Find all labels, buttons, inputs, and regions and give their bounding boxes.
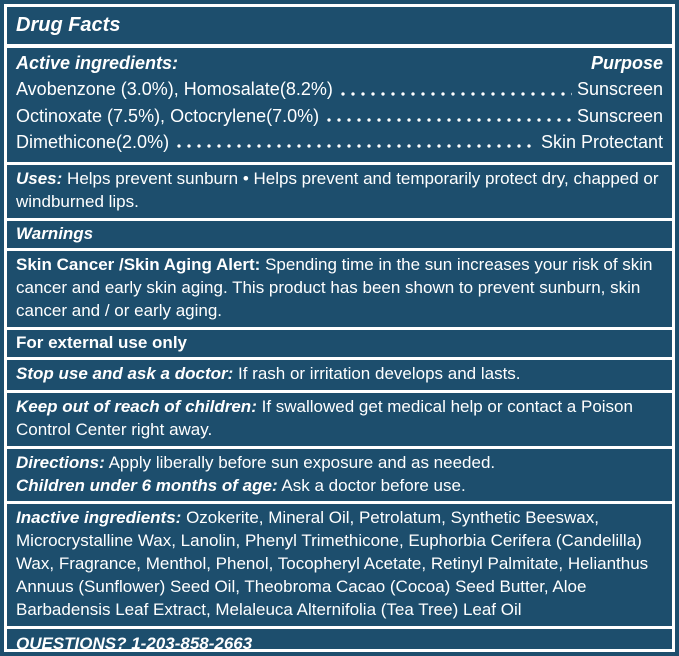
skin-cancer-alert-label: Skin Cancer /Skin Aging Alert:: [16, 255, 261, 274]
dot-leader: [324, 116, 572, 123]
ingredient-purpose: Skin Protectant: [540, 131, 663, 152]
dot-leader: [174, 143, 536, 150]
active-ingredients-section: Active ingredients: Purpose Avobenzone (…: [7, 48, 672, 166]
questions-section: QUESTIONS? 1-203-858-2663: [7, 629, 672, 652]
ingredient-name: Dimethicone(2.0%): [16, 131, 170, 152]
stop-use-section: Stop use and ask a doctor: If rash or ir…: [7, 360, 672, 393]
keep-out-label: Keep out of reach of children:: [16, 396, 257, 416]
external-use-section: For external use only: [7, 330, 672, 360]
drug-facts-title: Drug Facts: [7, 7, 672, 48]
purpose-heading: Purpose: [590, 53, 663, 73]
active-ingredient-row: Avobenzone (3.0%), Homosalate(8.2%) Suns…: [16, 77, 663, 101]
directions-section: Directions: Apply liberally before sun e…: [7, 449, 672, 505]
inactive-ingredients-section: Inactive ingredients: Ozokerite, Mineral…: [7, 504, 672, 630]
active-ingredient-row: Dimethicone(2.0%) Skin Protectant: [16, 130, 663, 154]
skin-cancer-alert-section: Skin Cancer /Skin Aging Alert: Spending …: [7, 251, 672, 330]
directions-label: Directions:: [16, 452, 105, 472]
ingredient-name: Octinoxate (7.5%), Octocrylene(7.0%): [16, 105, 320, 126]
active-ingredients-header-row: Active ingredients: Purpose: [16, 51, 663, 75]
uses-section: Uses: Helps prevent sunburn • Helps prev…: [7, 165, 672, 222]
children-under-6-text: Ask a doctor before use.: [281, 475, 466, 495]
children-under-6-label: Children under 6 months of age:: [16, 475, 278, 495]
ingredient-name: Avobenzone (3.0%), Homosalate(8.2%): [16, 79, 333, 100]
drug-facts-label: Drug Facts Active ingredients: Purpose A…: [4, 4, 675, 652]
ingredient-purpose: Sunscreen: [576, 79, 663, 100]
inactive-ingredients-label: Inactive ingredients:: [16, 508, 182, 528]
keep-out-of-reach-section: Keep out of reach of children: If swallo…: [7, 393, 672, 449]
uses-text: Helps prevent sunburn • Helps prevent an…: [16, 169, 659, 212]
inactive-ingredients-text: Ozokerite, Mineral Oil, Petrolatum, Synt…: [16, 508, 649, 620]
children-under-6-line: Children under 6 months of age: Ask a do…: [16, 475, 663, 498]
directions-line: Directions: Apply liberally before sun e…: [16, 452, 663, 475]
stop-use-text: If rash or irritation develops and lasts…: [238, 363, 521, 383]
warnings-heading-section: Warnings: [7, 221, 672, 251]
external-use-text: For external use only: [16, 332, 187, 352]
ingredient-purpose: Sunscreen: [576, 105, 663, 126]
stop-use-label: Stop use and ask a doctor:: [16, 363, 234, 383]
skin-cancer-alert-text: Spending time in the sun increases your …: [16, 255, 653, 320]
dot-leader: [337, 90, 572, 97]
active-ingredients-heading: Active ingredients:: [16, 53, 179, 73]
keep-out-text: If swallowed get medical help or contact…: [16, 396, 633, 439]
active-ingredient-row: Octinoxate (7.5%), Octocrylene(7.0%) Sun…: [16, 104, 663, 128]
directions-text: Apply liberally before sun exposure and …: [108, 452, 496, 472]
questions-phone-text: QUESTIONS? 1-203-858-2663: [16, 634, 253, 652]
warnings-heading: Warnings: [16, 224, 94, 244]
uses-label: Uses:: [16, 169, 63, 189]
